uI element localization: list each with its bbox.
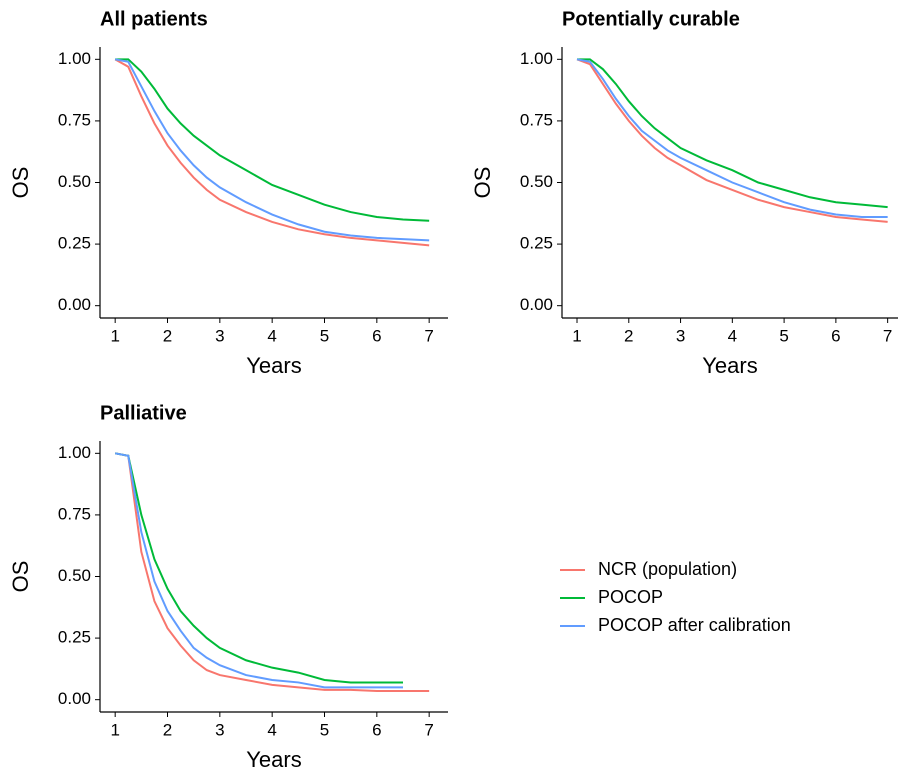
x-tick-label: 1 [110,720,119,739]
y-axis-label: OS [8,561,33,593]
survival-curve [114,452,403,684]
y-tick-label: 0.75 [58,110,91,129]
x-tick-label: 7 [424,326,433,345]
x-tick-label: 6 [372,326,381,345]
y-tick-label: 0.00 [58,295,91,314]
survival-curve [114,452,430,693]
legend-label: POCOP [598,587,663,607]
x-tick-label: 2 [163,326,172,345]
survival-curve [577,58,888,209]
x-tick-label: 3 [215,720,224,739]
x-tick-label: 4 [728,326,737,345]
survival-curve [114,58,430,247]
x-tick-label: 5 [320,720,329,739]
x-axis-label: Years [246,747,301,772]
y-axis-label: OS [470,167,495,199]
y-tick-label: 1.00 [58,443,91,462]
survival-curve [576,58,888,218]
y-tick-label: 0.50 [58,172,91,191]
x-axis-label: Years [246,353,301,378]
x-tick-label: 4 [267,720,276,739]
x-tick-label: 6 [831,326,840,345]
y-tick-label: 0.25 [58,628,91,647]
y-tick-label: 0.50 [58,566,91,585]
x-tick-label: 7 [883,326,892,345]
panel-title: All patients [100,8,208,30]
x-tick-label: 6 [372,720,381,739]
y-axis-label: OS [8,167,33,199]
x-tick-label: 4 [267,326,276,345]
survival-curve [114,58,430,242]
x-tick-label: 2 [163,720,172,739]
survival-curve [114,452,403,689]
y-tick-label: 0.00 [58,689,91,708]
x-tick-label: 7 [424,720,433,739]
y-tick-label: 1.00 [58,49,91,68]
y-tick-label: 0.75 [58,504,91,523]
y-tick-label: 0.75 [520,110,553,129]
y-tick-label: 0.50 [520,172,553,191]
y-tick-label: 0.25 [58,234,91,253]
survival-curve [576,58,888,223]
x-axis-label: Years [702,353,757,378]
y-tick-label: 0.00 [520,295,553,314]
legend-label: NCR (population) [598,559,737,579]
x-tick-label: 5 [779,326,788,345]
x-tick-label: 2 [624,326,633,345]
y-tick-label: 1.00 [520,49,553,68]
x-tick-label: 3 [215,326,224,345]
x-tick-label: 5 [320,326,329,345]
panel-title: Palliative [100,402,187,424]
x-tick-label: 1 [572,326,581,345]
survival-curve [115,58,430,222]
panel-title: Potentially curable [562,8,740,30]
y-tick-label: 0.25 [520,234,553,253]
legend-label: POCOP after calibration [598,615,791,635]
x-tick-label: 3 [676,326,685,345]
x-tick-label: 1 [110,326,119,345]
